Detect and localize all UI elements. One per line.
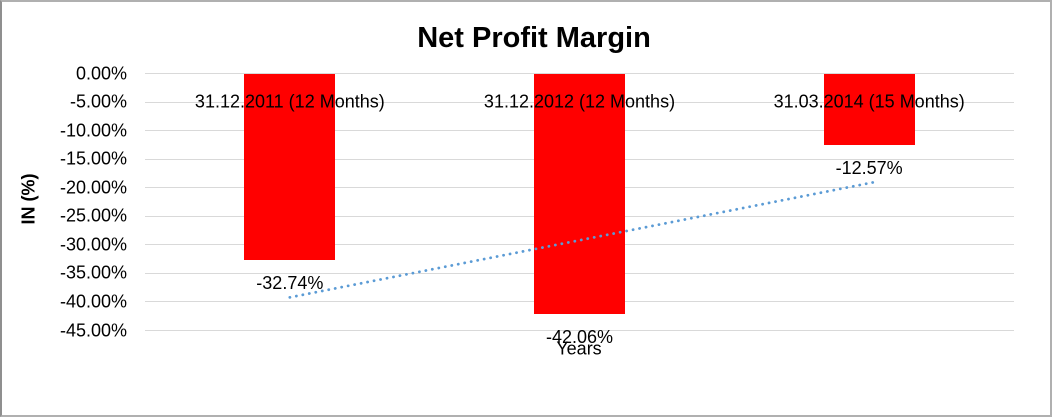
category-label: 31.12.2011 (12 Months) [194, 91, 385, 112]
bar-3 [823, 73, 915, 146]
category-label: 31.12.2012 (12 Months) [483, 91, 676, 112]
y-tick-label: -30.00% [59, 234, 127, 255]
category-label: 31.03.2014 (15 Months) [773, 91, 965, 112]
y-tick-label: -35.00% [59, 262, 127, 283]
data-label: -12.57% [835, 158, 903, 179]
gridline [145, 330, 1014, 331]
y-tick-label: -20.00% [59, 177, 127, 198]
x-axis-title: Years [556, 338, 602, 359]
y-tick-label: -15.00% [59, 148, 127, 169]
y-tick-label: -25.00% [59, 205, 127, 226]
y-tick-label: 0.00% [75, 63, 127, 83]
chart-title: Net Profit Margin [417, 22, 651, 54]
y-tick-label: -40.00% [59, 291, 127, 312]
y-tick-label: -45.00% [59, 320, 127, 340]
y-tick-label: -10.00% [59, 120, 127, 141]
data-label: -32.74% [256, 273, 324, 294]
y-tick-label: -5.00% [69, 91, 127, 112]
data-label: -42.06% [545, 326, 614, 347]
